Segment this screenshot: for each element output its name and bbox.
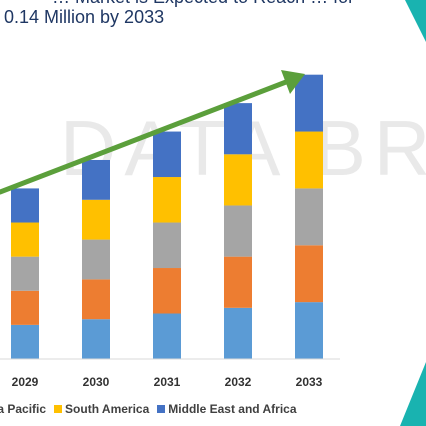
bar-segment-2030-s2 bbox=[82, 239, 110, 280]
trend-arrow-line bbox=[0, 79, 289, 195]
bar-segment-2033-s1 bbox=[295, 245, 323, 303]
chart-title-cut-line: … Market is Expected to Reach … for bbox=[52, 0, 354, 8]
decor-triangle-top-right bbox=[405, 0, 426, 42]
x-tick-label-2030: 2030 bbox=[83, 375, 110, 389]
bar-segment-2032-s4 bbox=[224, 103, 252, 155]
bar-segment-2032-s0 bbox=[224, 307, 252, 359]
trend-arrow-head bbox=[281, 70, 305, 94]
legend-swatch-south-america bbox=[54, 405, 63, 413]
bar-segment-2031-s1 bbox=[153, 268, 181, 314]
bar-segment-2033-s4 bbox=[295, 74, 323, 132]
bar-segment-2033-s2 bbox=[295, 188, 323, 246]
bar-segment-2032-s3 bbox=[224, 154, 252, 206]
legend-label-middle-east-africa: Middle East and Africa bbox=[168, 402, 297, 416]
x-tick-label-2029: 2029 bbox=[12, 375, 39, 389]
x-tick-labels: 2029 2030 2031 2032 2033 bbox=[12, 375, 323, 389]
legend-entry-asia-pacific: ia Pacific bbox=[0, 402, 46, 416]
bar-segment-2030-s4 bbox=[82, 159, 110, 200]
bar-segment-2030-s0 bbox=[82, 319, 110, 359]
bar-segment-2031-s2 bbox=[153, 222, 181, 269]
bar-segment-2029-s2 bbox=[11, 256, 39, 291]
bar-segment-2033-s3 bbox=[295, 131, 323, 189]
legend-label-asia-pacific: ia Pacific bbox=[0, 402, 47, 416]
bar-segment-2032-s2 bbox=[224, 205, 252, 257]
x-tick-label-2032: 2032 bbox=[225, 375, 252, 389]
bar-segment-2032-s1 bbox=[224, 256, 252, 308]
bar-segment-2031-s4 bbox=[153, 131, 181, 178]
bar-segment-2029-s3 bbox=[11, 222, 39, 257]
bar-segment-2029-s1 bbox=[11, 290, 39, 325]
legend: ia Pacific South America Middle East and… bbox=[0, 402, 305, 416]
x-tick-label-2033: 2033 bbox=[296, 375, 323, 389]
bar-segment-2031-s0 bbox=[153, 313, 181, 359]
bar-segment-2029-s0 bbox=[11, 324, 39, 359]
decor-triangle-bottom-right bbox=[400, 362, 426, 426]
bar-segment-2030-s1 bbox=[82, 279, 110, 320]
bar-segment-2033-s0 bbox=[295, 302, 323, 359]
chart-title: 0.14 Million by 2033 bbox=[4, 7, 165, 27]
legend-label-south-america: South America bbox=[65, 402, 150, 416]
legend-swatch-middle-east-africa bbox=[157, 405, 166, 413]
bar-segment-2031-s3 bbox=[153, 177, 181, 223]
bar-segment-2030-s3 bbox=[82, 199, 110, 240]
x-tick-label-2031: 2031 bbox=[154, 375, 181, 389]
legend-entry-middle-east-africa: Middle East and Africa bbox=[157, 402, 297, 416]
legend-entry-south-america: South America bbox=[54, 402, 149, 416]
bar-segment-2029-s4 bbox=[11, 188, 39, 223]
bars-layer bbox=[11, 74, 323, 359]
